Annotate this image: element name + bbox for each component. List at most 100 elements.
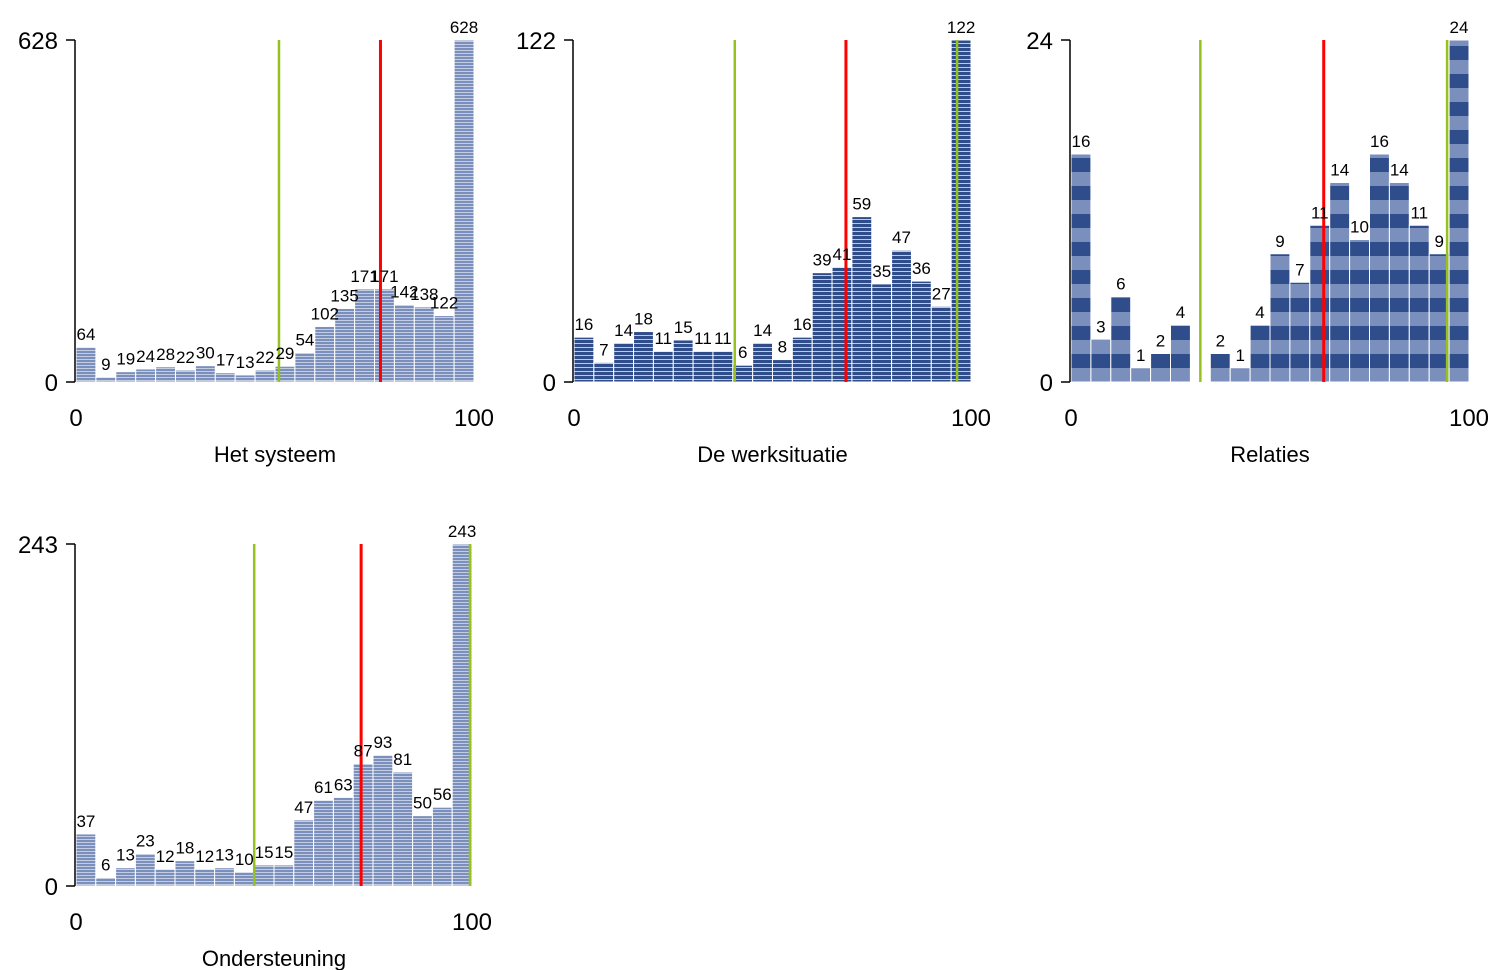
histogram-bar	[851, 216, 873, 383]
histogram-bar	[1329, 182, 1351, 383]
bar-value-label: 24	[136, 347, 155, 366]
histogram-bar	[412, 815, 433, 887]
histogram-bar	[1269, 253, 1291, 383]
histogram-bar	[194, 365, 216, 383]
histogram-bar	[253, 864, 275, 887]
bar-value-label: 19	[116, 350, 135, 369]
histogram-bar	[672, 339, 694, 383]
bar-value-label: 102	[311, 305, 339, 324]
histogram-bar	[1170, 324, 1191, 383]
histogram-bar	[633, 331, 654, 383]
bar-value-label: 12	[156, 847, 175, 866]
histogram-bar	[1110, 296, 1132, 383]
bar-value-label: 93	[373, 733, 392, 752]
bar-value-label: 54	[295, 331, 314, 350]
histogram-bar	[950, 39, 972, 383]
histogram-bar	[930, 305, 952, 383]
bar-value-label: 22	[176, 348, 195, 367]
histogram-bar	[752, 342, 774, 383]
bar-value-label: 7	[1295, 260, 1304, 279]
bar-value-label: 2	[1216, 332, 1225, 351]
bar-value-label: 243	[448, 522, 476, 541]
bar-value-label: 11	[1410, 203, 1428, 222]
histogram-bar	[453, 39, 475, 383]
bar-value-label: 13	[236, 353, 255, 372]
histogram-bar	[433, 315, 455, 383]
histogram-bar	[1309, 224, 1331, 383]
histogram-bar	[573, 336, 595, 383]
histogram-bar	[332, 796, 354, 887]
y-tick-label: 0	[543, 370, 556, 397]
bar-value-label: 29	[275, 344, 294, 363]
histogram-bar	[1369, 153, 1390, 383]
x-tick-label: 0	[69, 909, 82, 936]
histogram-bar	[293, 819, 315, 887]
histogram-bar	[75, 833, 97, 887]
histogram-bar	[115, 371, 137, 383]
bar-value-label: 9	[101, 355, 110, 374]
histogram-bar	[712, 350, 734, 383]
histogram-bar	[431, 806, 453, 887]
bar-value-label: 12	[195, 847, 214, 866]
bar-value-label: 171	[350, 267, 378, 286]
bar-value-label: 61	[314, 778, 333, 797]
histogram-bar	[115, 867, 136, 887]
bar-value-label: 15	[255, 843, 274, 862]
bar-value-label: 64	[77, 325, 96, 344]
bar-value-label: 171	[370, 267, 398, 286]
bar-value-label: 14	[1330, 161, 1349, 180]
bar-value-label: 37	[76, 812, 95, 831]
x-tick-label: 100	[454, 405, 494, 432]
histogram-bar	[352, 763, 374, 887]
bar-value-label: 13	[215, 846, 234, 865]
bar-value-label: 50	[413, 794, 432, 813]
bar-value-label: 9	[1434, 232, 1443, 251]
x-tick-label: 100	[1449, 405, 1489, 432]
histogram-bar	[1448, 39, 1470, 383]
bar-value-label: 3	[1096, 317, 1105, 336]
bar-value-label: 56	[433, 785, 452, 804]
histogram-bar	[692, 350, 714, 383]
histogram-bar	[451, 543, 473, 887]
bar-value-label: 27	[932, 284, 951, 303]
y-tick-label: 122	[516, 28, 556, 55]
histogram-bar	[1388, 182, 1410, 383]
bar-value-label: 10	[235, 850, 254, 869]
histogram-bar	[1130, 367, 1152, 383]
histogram-bar	[154, 868, 176, 887]
bar-value-label: 11	[654, 329, 672, 348]
panel-title: Relaties	[1230, 442, 1309, 467]
histogram-bar	[214, 372, 236, 383]
histogram-bar	[234, 374, 256, 383]
histogram-bar	[891, 249, 912, 383]
bar-value-label: 63	[334, 775, 353, 794]
bar-value-label: 81	[393, 750, 412, 769]
bar-value-label: 59	[852, 195, 871, 214]
panel-title: Ondersteuning	[202, 946, 346, 970]
bar-value-label: 47	[294, 798, 313, 817]
histogram-bar	[593, 361, 615, 383]
histogram-bar	[871, 283, 893, 383]
bar-value-label: 6	[738, 343, 747, 362]
histogram-bar	[372, 754, 394, 887]
x-tick-label: 100	[452, 909, 492, 936]
bar-value-label: 16	[793, 315, 812, 334]
histogram-panel-1: 649 19 24 28 22 30 17 13 22 295410213517117114213…	[18, 18, 494, 467]
bar-value-label: 628	[450, 18, 478, 37]
histogram-bar	[155, 366, 177, 383]
bar-value-label: 16	[1072, 132, 1091, 151]
bar-value-label: 23	[136, 832, 155, 851]
histogram-bar	[392, 771, 414, 887]
bar-value-label: 14	[1390, 161, 1409, 180]
bar-value-label: 4	[1255, 303, 1264, 322]
bar-value-label: 14	[753, 321, 772, 340]
histogram-bar	[772, 359, 793, 383]
histogram-bar	[1150, 353, 1171, 383]
bar-value-label: 135	[330, 287, 358, 306]
bar-value-label: 18	[175, 839, 194, 858]
y-tick-label: 24	[1026, 28, 1053, 55]
x-tick-label: 0	[1064, 405, 1077, 432]
